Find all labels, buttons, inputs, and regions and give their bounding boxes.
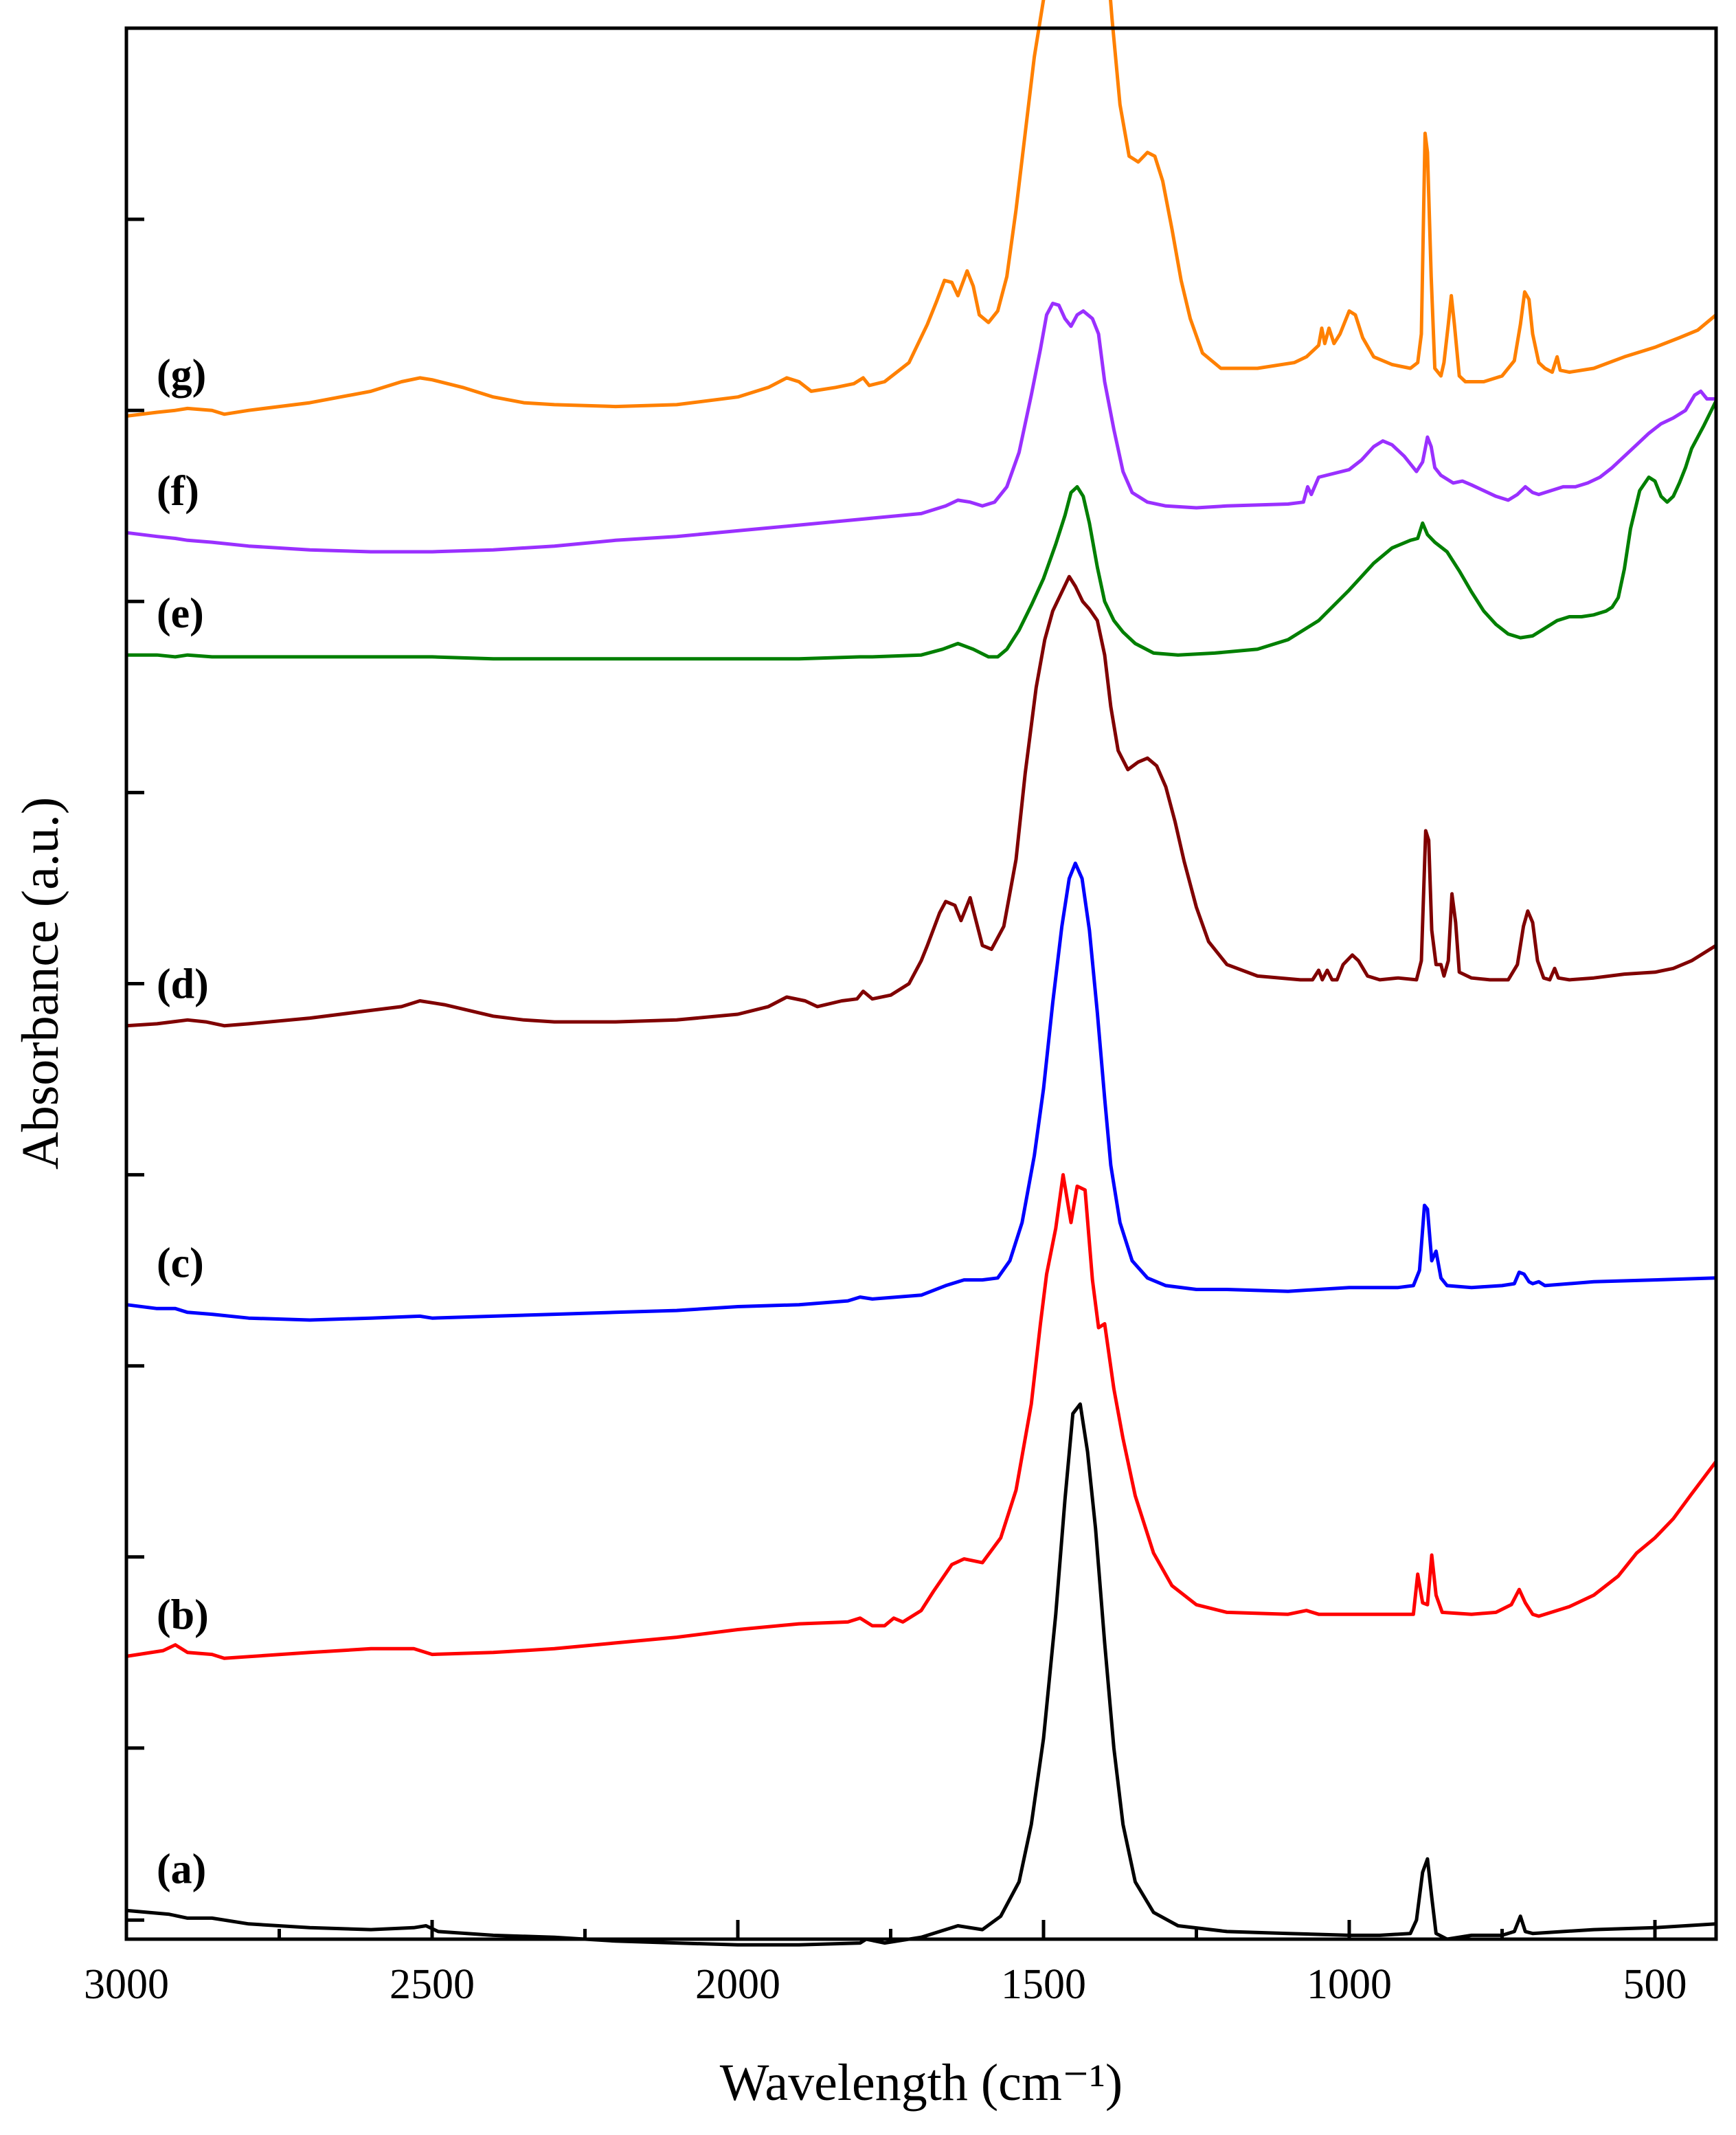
plot-frame <box>124 26 1718 1941</box>
curve-label-b: (b) <box>157 1591 209 1638</box>
y-axis-title: Absorbance (a.u.) <box>12 797 69 1170</box>
series-layer <box>124 0 1718 1947</box>
x-tick-label-1500: 1500 <box>1001 1961 1086 2008</box>
x-tick-label-1000: 1000 <box>1307 1961 1392 2008</box>
x-tick-label-2000: 2000 <box>695 1961 780 2008</box>
x-tick-label-3000: 3000 <box>84 1961 169 2008</box>
curve-label-d: (d) <box>157 961 209 1008</box>
curve-labels: (a) (b) (c) (d) (e) (f) (g) <box>157 352 209 1893</box>
curve-label-c: (c) <box>157 1240 204 1287</box>
curve-label-e: (e) <box>157 590 204 637</box>
series-b <box>124 1173 1718 1660</box>
series-a <box>124 1402 1718 1947</box>
series-e <box>124 399 1718 661</box>
x-tick-label-2500: 2500 <box>390 1961 475 2008</box>
series-g <box>124 0 1718 418</box>
curve-label-f: (f) <box>157 468 199 515</box>
curve-label-a: (a) <box>157 1846 206 1892</box>
x-ticks: 3000 2500 2000 1500 1000 500 <box>84 1920 1687 2008</box>
x-tick-label-500: 500 <box>1623 1961 1687 2008</box>
x-axis-title: Wavelength (cm⁻¹) <box>720 2054 1123 2112</box>
series-d <box>124 574 1718 1028</box>
curve-label-g: (g) <box>157 352 206 399</box>
series-c <box>124 861 1718 1322</box>
series-f <box>124 302 1718 554</box>
